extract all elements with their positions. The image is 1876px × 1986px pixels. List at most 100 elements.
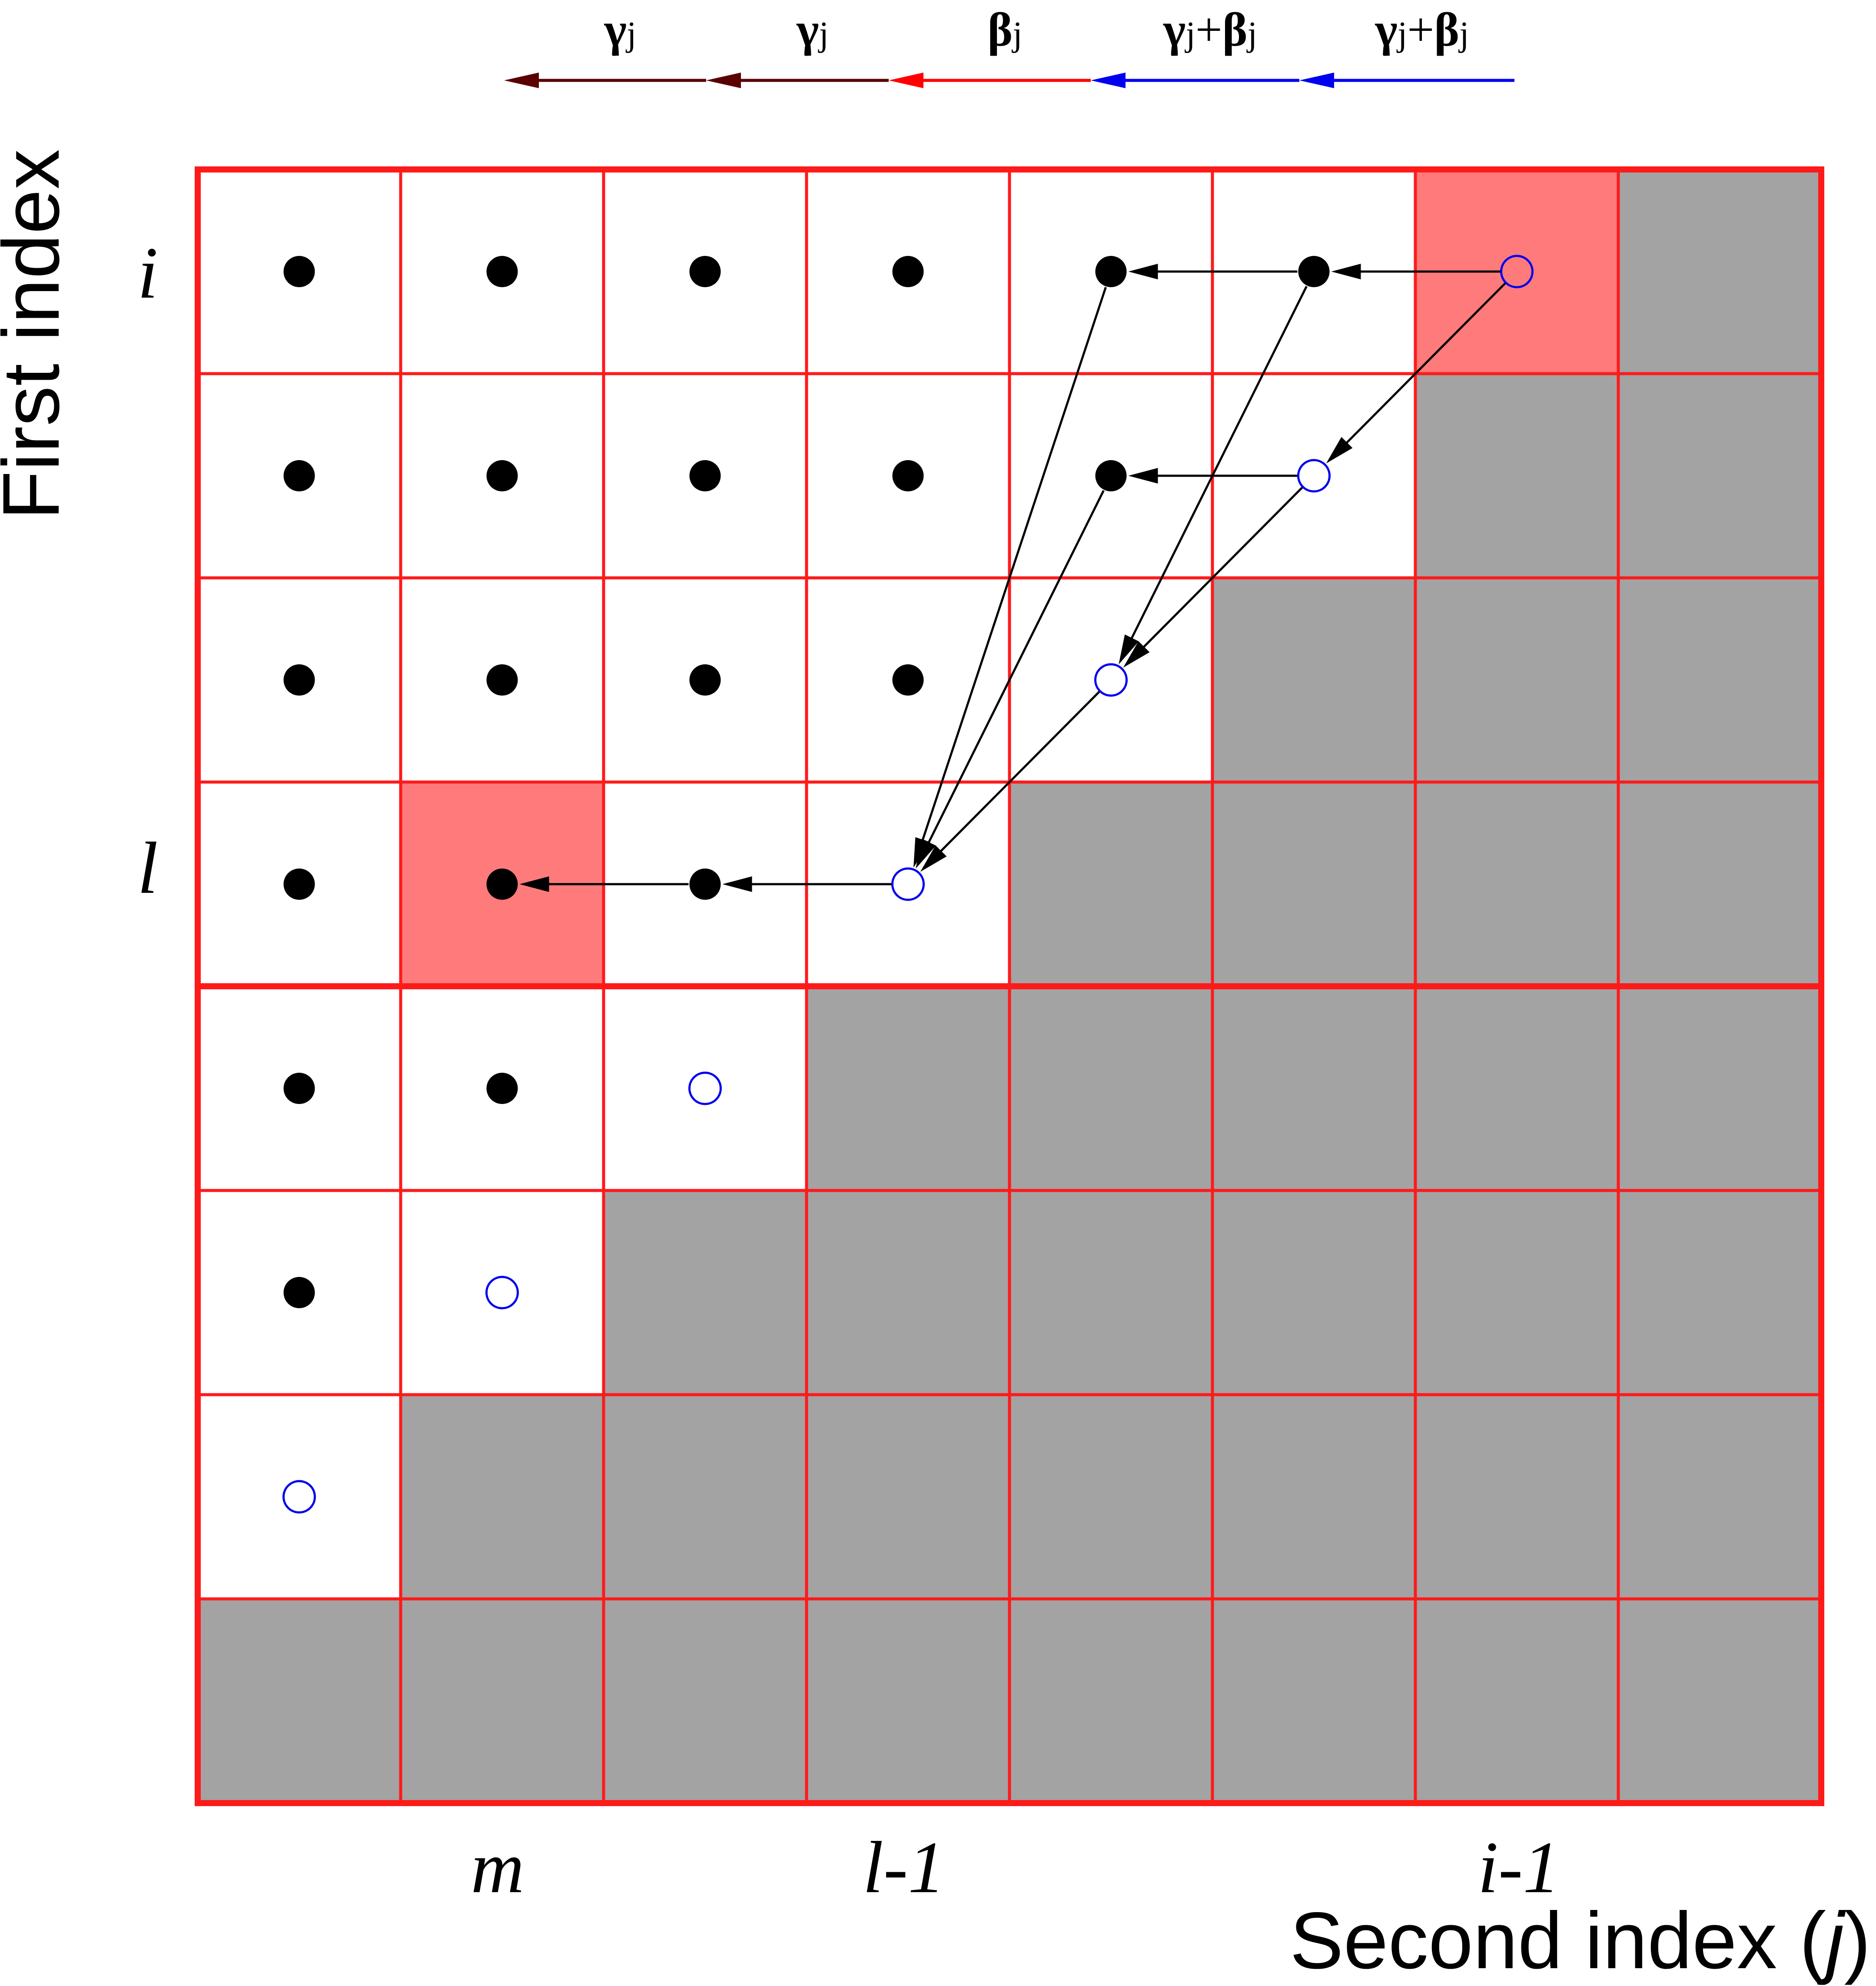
legend-arrow-head — [1299, 73, 1334, 88]
open-dot — [282, 1480, 316, 1514]
legend-label: γj — [604, 3, 637, 56]
x-axis-title-close: ) — [1844, 1896, 1871, 1986]
gray-cell — [198, 1599, 401, 1803]
filled-dot — [892, 460, 924, 491]
gray-cell — [401, 1599, 604, 1803]
gray-cell — [1212, 1190, 1415, 1395]
gray-cell — [604, 1599, 807, 1803]
gray-cell — [1618, 169, 1821, 374]
gray-cell — [1415, 1599, 1618, 1803]
col-label-l-minus-1: l-1 — [863, 1827, 945, 1908]
open-dot — [1297, 459, 1331, 493]
filled-dot — [689, 664, 721, 696]
gray-cell — [1009, 1599, 1212, 1803]
legend-part-j: j — [1396, 15, 1407, 53]
x-axis-title-main: Second index ( — [1290, 1896, 1826, 1986]
gray-cell — [1009, 1395, 1212, 1599]
legend-part-beta: β — [1434, 3, 1459, 56]
filled-dot — [486, 256, 518, 287]
gray-cell — [1618, 782, 1821, 986]
filled-dot — [892, 256, 924, 287]
legend: γj γj βj γj+βj γj+βj — [504, 3, 1514, 88]
gray-cell — [604, 1190, 807, 1395]
grid-dots — [282, 255, 1534, 1514]
legend-part-j: j — [818, 15, 829, 53]
open-dot — [485, 1276, 519, 1310]
grid-cell — [198, 1395, 401, 1599]
legend-arrow-head — [1091, 73, 1126, 88]
grid-border — [195, 166, 1824, 1806]
legend-part-j2: j — [1458, 15, 1469, 53]
gray-cell — [1212, 782, 1415, 986]
legend-label: γj — [796, 3, 829, 56]
filled-dot — [892, 664, 924, 696]
legend-part-gamma: γ — [1163, 3, 1185, 56]
y-axis-title: First index — [0, 149, 76, 520]
open-dot — [891, 867, 925, 901]
arrow-head — [722, 876, 752, 892]
gray-cell — [1618, 1395, 1821, 1599]
gray-cell — [1415, 374, 1618, 578]
arrow-head — [1128, 264, 1158, 279]
row-label-i: i — [137, 232, 158, 314]
arrow-head — [1128, 468, 1158, 484]
filled-dot — [486, 1073, 518, 1104]
dependency-arrow — [926, 490, 1105, 846]
legend-part-beta: β — [1222, 3, 1248, 56]
legend-part-plus: + — [1407, 3, 1434, 56]
dependency-arrow — [1141, 487, 1303, 650]
legend-part-gamma: γ — [796, 3, 819, 56]
gray-cell — [807, 1599, 1009, 1803]
row-label-l: l — [137, 827, 158, 909]
gray-cell — [1415, 1395, 1618, 1599]
gray-cell — [401, 1395, 604, 1599]
legend-part-plus: + — [1195, 3, 1222, 56]
gray-cell — [1009, 986, 1212, 1190]
open-dot — [1500, 255, 1534, 288]
filled-dot — [689, 256, 721, 287]
gray-cell — [1009, 1190, 1212, 1395]
legend-part-j: j — [1184, 15, 1195, 53]
filled-dot — [486, 869, 518, 900]
arrow-head — [1119, 634, 1139, 665]
filled-dot — [283, 1073, 315, 1104]
filled-dot — [283, 869, 315, 900]
dependency-arrow — [938, 691, 1100, 854]
gray-cell — [807, 1190, 1009, 1395]
filled-dot — [283, 664, 315, 696]
gray-cell — [1415, 578, 1618, 782]
arrow-head — [916, 839, 936, 869]
filled-dot — [283, 1277, 315, 1308]
filled-dot — [689, 460, 721, 491]
gray-cell — [1618, 578, 1821, 782]
gray-cell — [1618, 374, 1821, 578]
filled-dot — [283, 256, 315, 287]
grid-cell — [604, 986, 807, 1190]
gray-cell — [1618, 1599, 1821, 1803]
gray-cell — [1618, 986, 1821, 1190]
gray-cell — [604, 1395, 807, 1599]
gray-cell — [1212, 986, 1415, 1190]
col-label-m: m — [471, 1827, 525, 1908]
filled-dot — [1298, 256, 1330, 287]
dependency-arrow — [1344, 282, 1506, 446]
legend-arrow-head — [706, 73, 741, 88]
dependency-arrow — [1129, 285, 1308, 642]
x-axis-title: Second index (j) — [1290, 1896, 1871, 1986]
open-dot — [1094, 663, 1128, 697]
arrow-head — [920, 845, 947, 872]
open-dot — [688, 1071, 722, 1105]
gray-cell — [1212, 578, 1415, 782]
arrow-head — [1331, 264, 1361, 279]
gray-cell — [807, 986, 1009, 1190]
filled-dot — [486, 460, 518, 491]
grid-cell — [401, 1190, 604, 1395]
legend-part-gamma: γ — [1375, 3, 1398, 56]
arrow-head — [1326, 437, 1353, 464]
arrow-head — [1123, 641, 1150, 668]
legend-part-j: j — [625, 15, 636, 53]
gray-cell — [807, 1395, 1009, 1599]
gray-cell — [1009, 782, 1212, 986]
grid-lines — [195, 166, 1824, 1806]
